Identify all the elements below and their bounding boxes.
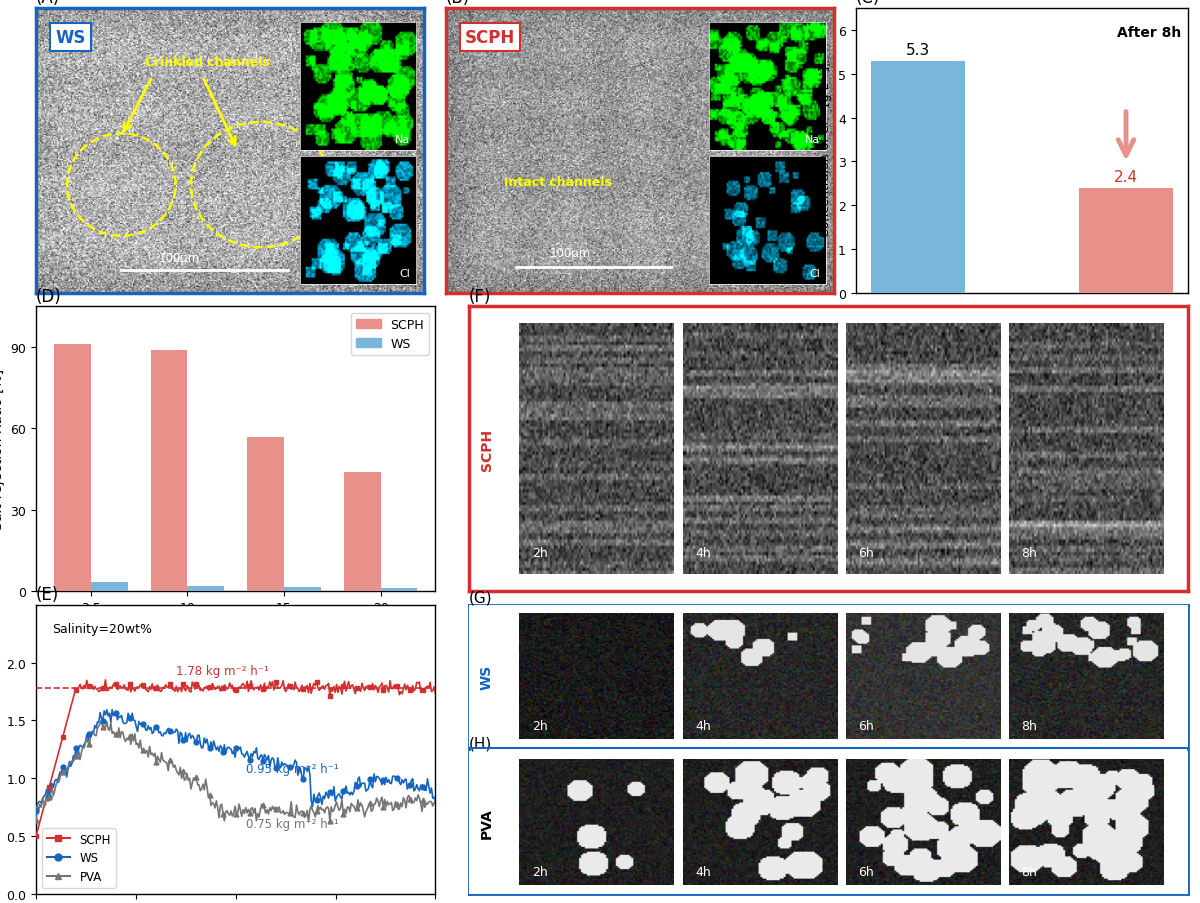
Bar: [344, 472, 380, 591]
Bar: [1079, 189, 1172, 293]
Text: Crinkled channels: Crinkled channels: [144, 56, 270, 69]
Bar: [247, 437, 284, 591]
Text: 100μm: 100μm: [550, 247, 590, 259]
Text: SCPH: SCPH: [466, 29, 516, 47]
Text: (D): (D): [36, 287, 61, 305]
Legend: SCPH, WS: SCPH, WS: [350, 313, 430, 356]
X-axis label: Concentration [wt%]: Concentration [wt%]: [164, 619, 307, 634]
Bar: [284, 588, 320, 591]
Text: (C): (C): [856, 0, 880, 7]
Y-axis label: Concentraion of Cl⁻  [g L⁻¹]: Concentraion of Cl⁻ [g L⁻¹]: [820, 66, 833, 237]
Text: SCPH: SCPH: [480, 428, 494, 470]
Text: (B): (B): [446, 0, 470, 7]
Bar: [380, 589, 418, 591]
Bar: [871, 61, 965, 293]
Text: No salt
deposition: No salt deposition: [1050, 421, 1123, 449]
Text: Intact channels: Intact channels: [504, 175, 612, 189]
Legend: SCPH, WS, PVA: SCPH, WS, PVA: [42, 828, 115, 888]
Text: 1.78 kg m⁻² h⁻¹: 1.78 kg m⁻² h⁻¹: [176, 665, 269, 677]
Text: 0.75 kg m⁻² h⁻¹: 0.75 kg m⁻² h⁻¹: [246, 817, 338, 830]
Text: (F): (F): [469, 287, 491, 305]
Text: After 8h: After 8h: [1117, 26, 1181, 40]
Text: 0.95 kg m⁻² h⁻¹: 0.95 kg m⁻² h⁻¹: [246, 763, 338, 776]
Bar: [151, 350, 187, 591]
Text: Salinity=20wt%: Salinity=20wt%: [52, 622, 152, 636]
Text: 5.3: 5.3: [906, 43, 930, 58]
Bar: [187, 586, 224, 591]
Text: 100μm: 100μm: [158, 252, 200, 265]
Y-axis label: Salt-rejection Ratio [%]: Salt-rejection Ratio [%]: [0, 368, 5, 530]
Text: (E): (E): [36, 585, 59, 603]
Bar: [54, 345, 91, 591]
Text: WS: WS: [55, 29, 85, 47]
Text: 2.4: 2.4: [1114, 170, 1138, 185]
Bar: [91, 582, 127, 591]
Text: (A): (A): [36, 0, 60, 7]
